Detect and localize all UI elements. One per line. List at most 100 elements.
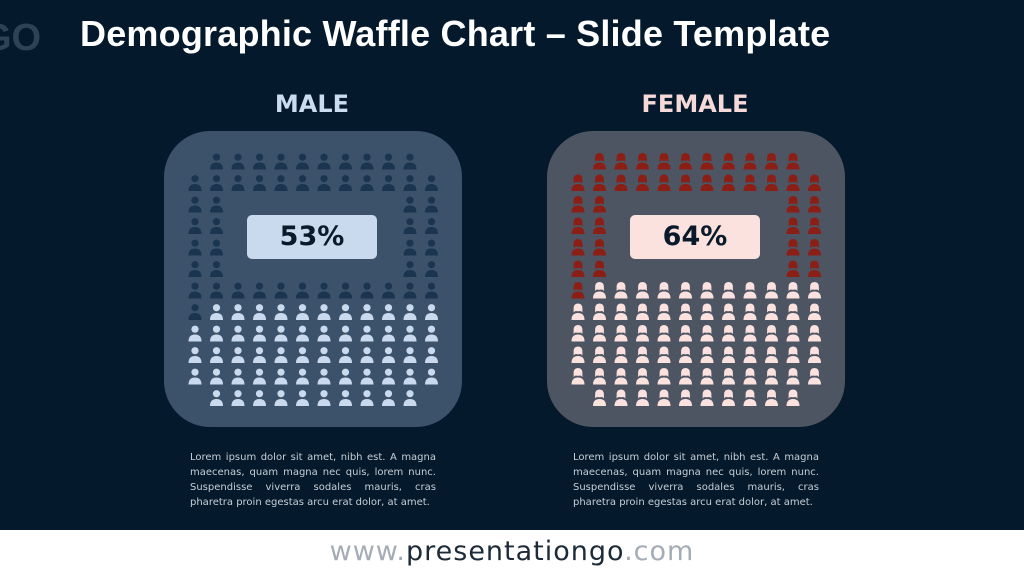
- male-person-icon-unfilled: [188, 282, 202, 299]
- female-person-icon-filled: [722, 389, 735, 406]
- male-person-icon-filled: [360, 304, 374, 320]
- male-person-icon-filled: [425, 325, 438, 342]
- female-person-icon-unfilled: [657, 174, 671, 191]
- male-person-icon-filled: [339, 325, 352, 342]
- female-person-icon-unfilled: [614, 153, 628, 170]
- male-person-icon-filled: [210, 390, 223, 406]
- female-person-icon-filled: [743, 325, 757, 342]
- female-person-icon-filled: [743, 303, 757, 320]
- male-person-icon-filled: [382, 347, 395, 363]
- svg-text:GO: GO: [0, 17, 41, 58]
- female-person-icon-filled: [765, 346, 778, 363]
- female-person-icon-filled: [679, 303, 692, 320]
- female-person-icon-unfilled: [765, 174, 778, 191]
- female-person-icon-filled: [679, 368, 692, 385]
- female-person-icon-unfilled: [700, 174, 714, 191]
- footer-brand-name: presentationgo: [406, 536, 625, 567]
- male-person-icon-filled: [339, 368, 352, 385]
- female-person-icon-filled: [614, 325, 628, 342]
- male-person-icon-filled: [296, 304, 309, 320]
- female-person-icon-filled: [679, 282, 692, 299]
- male-percentage-label: 53%: [247, 215, 377, 259]
- male-person-icon-unfilled: [403, 218, 417, 234]
- male-person-icon-unfilled: [403, 153, 417, 170]
- male-person-icon-unfilled: [210, 196, 223, 213]
- female-person-icon-unfilled: [593, 196, 606, 213]
- male-person-icon-filled: [296, 325, 309, 342]
- male-person-icon-filled: [253, 325, 266, 342]
- male-person-icon-filled: [188, 368, 202, 385]
- male-person-icon-unfilled: [188, 218, 202, 234]
- female-person-icon-unfilled: [679, 174, 692, 191]
- female-person-icon-filled: [614, 368, 628, 385]
- female-person-icon-unfilled: [571, 174, 585, 191]
- male-person-icon-unfilled: [403, 175, 417, 191]
- female-person-icon-filled: [808, 346, 821, 363]
- female-person-icon-filled: [808, 325, 821, 342]
- male-person-icon-unfilled: [360, 153, 374, 170]
- male-person-icon-unfilled: [188, 175, 202, 191]
- presentationgo-logo-icon: GO: [0, 17, 41, 58]
- slide-title: Demographic Waffle Chart – Slide Templat…: [80, 13, 831, 54]
- male-person-icon-filled: [403, 368, 417, 385]
- female-person-icon-unfilled: [722, 153, 735, 170]
- female-person-icon-filled: [636, 282, 649, 299]
- male-person-icon-filled: [403, 390, 417, 406]
- female-person-icon-filled: [614, 303, 628, 320]
- female-person-icon-filled: [614, 346, 628, 363]
- female-person-icon-unfilled: [786, 153, 800, 170]
- female-person-icon-filled: [743, 346, 757, 363]
- male-person-icon-unfilled: [425, 239, 438, 256]
- male-person-icon-unfilled: [210, 218, 223, 234]
- male-person-icon-filled: [403, 347, 417, 363]
- female-person-icon-filled: [593, 346, 606, 363]
- male-person-icon-filled: [382, 325, 395, 342]
- male-person-icon-filled: [210, 368, 223, 385]
- female-person-icon-filled: [636, 303, 649, 320]
- female-person-icon-filled: [593, 325, 606, 342]
- female-person-icon-unfilled: [571, 282, 585, 299]
- male-person-icon-unfilled: [210, 261, 223, 277]
- female-person-icon-filled: [679, 389, 692, 406]
- female-person-icon-filled: [679, 346, 692, 363]
- female-person-icon-filled: [571, 346, 585, 363]
- male-person-icon-unfilled: [210, 282, 223, 299]
- male-person-icon-unfilled: [188, 239, 202, 256]
- male-person-icon-filled: [210, 304, 223, 320]
- male-person-icon-unfilled: [403, 261, 417, 277]
- waffle-icons: [188, 153, 821, 406]
- female-chart-title: FEMALE: [641, 90, 749, 118]
- male-person-icon-filled: [253, 368, 266, 385]
- female-person-icon-unfilled: [808, 174, 821, 191]
- male-person-icon-filled: [317, 347, 331, 363]
- male-person-icon-filled: [210, 325, 223, 342]
- male-person-icon-filled: [231, 325, 245, 342]
- female-person-icon-filled: [700, 368, 714, 385]
- female-person-icon-unfilled: [636, 174, 649, 191]
- female-person-icon-filled: [722, 368, 735, 385]
- male-person-icon-filled: [274, 368, 288, 385]
- male-person-icon-unfilled: [274, 153, 288, 170]
- female-person-icon-filled: [700, 389, 714, 406]
- male-person-icon-filled: [253, 390, 266, 406]
- female-person-icon-filled: [765, 368, 778, 385]
- female-person-icon-unfilled: [786, 239, 800, 256]
- female-person-icon-filled: [786, 346, 800, 363]
- male-person-icon-unfilled: [403, 196, 417, 213]
- male-person-icon-filled: [188, 347, 202, 363]
- male-person-icon-filled: [274, 347, 288, 363]
- female-person-icon-unfilled: [786, 196, 800, 213]
- male-person-icon-unfilled: [382, 175, 395, 191]
- female-person-icon-filled: [679, 325, 692, 342]
- female-percentage-label: 64%: [630, 215, 760, 259]
- male-person-icon-unfilled: [317, 175, 331, 191]
- female-person-icon-filled: [743, 389, 757, 406]
- male-person-icon-unfilled: [403, 282, 417, 299]
- male-person-icon-unfilled: [231, 153, 245, 170]
- male-person-icon-filled: [382, 368, 395, 385]
- female-person-icon-unfilled: [571, 239, 585, 256]
- male-person-icon-unfilled: [296, 175, 309, 191]
- female-person-icon-filled: [765, 303, 778, 320]
- male-person-icon-filled: [253, 347, 266, 363]
- footer-domain: .com: [624, 536, 695, 567]
